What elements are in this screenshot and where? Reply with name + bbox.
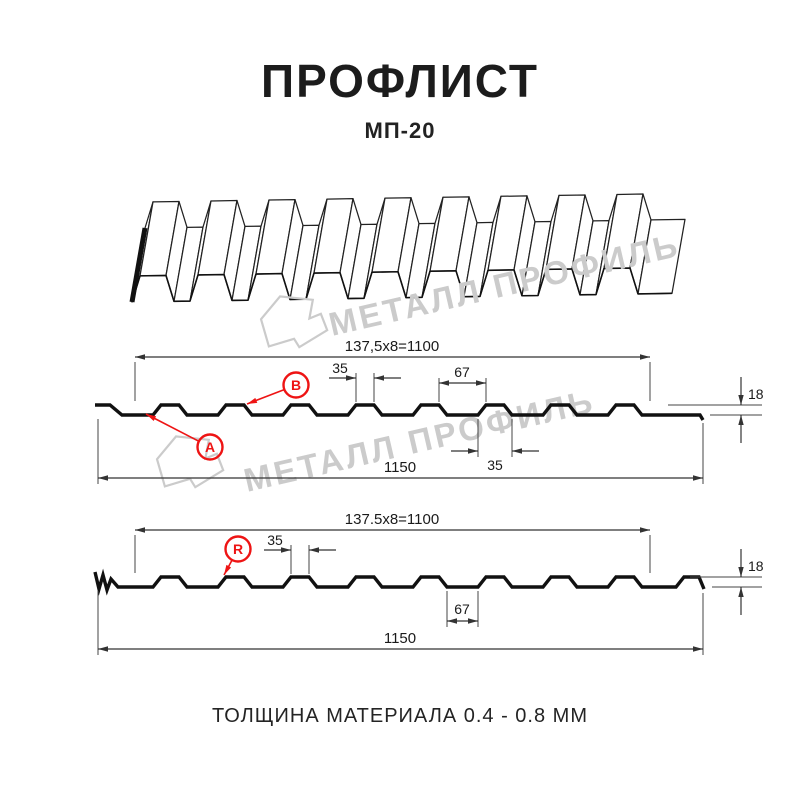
label-arrowhead (224, 564, 232, 575)
dim-arrowhead (640, 527, 650, 533)
dim-arrowhead (476, 380, 486, 386)
dim-rib-bottom-width: 35 (487, 457, 503, 473)
label-arrowhead (146, 414, 157, 421)
dim-rib-top-width: 35 (332, 360, 348, 376)
dim-arrowhead (512, 448, 522, 454)
dim-arrowhead (738, 415, 744, 425)
label-letter-b: B (291, 377, 301, 393)
label-letter-a: A (205, 439, 215, 455)
dim-arrowhead (468, 618, 478, 624)
label-arrowhead (247, 397, 258, 404)
dim-arrowhead (309, 547, 319, 553)
dim-arrowhead (98, 475, 108, 481)
dim-arrowhead (693, 646, 703, 652)
dim-arrowhead (135, 354, 145, 360)
dim-arrowhead (693, 475, 703, 481)
profile-outline-bottom (93, 568, 706, 596)
dim-rib-top-width-2: 35 (267, 532, 283, 548)
dim-groove-width: 67 (454, 364, 470, 380)
dim-arrowhead (374, 375, 384, 381)
dim-arrowhead (640, 354, 650, 360)
dim-arrowhead (439, 380, 449, 386)
dim-groove-width-2: 67 (454, 601, 470, 617)
dim-height-bottom: 18 (748, 558, 764, 574)
dim-working-width-top: 137,5x8=1100 (345, 338, 439, 355)
label-circle-b (282, 371, 310, 399)
dim-arrowhead (738, 587, 744, 597)
material-thickness-note: ТОЛЩИНА МАТЕРИАЛА 0.4 - 0.8 ММ (211, 705, 588, 727)
dim-arrowhead (98, 646, 108, 652)
label-letter-r: R (233, 541, 243, 557)
page-subtitle: МП-20 (364, 118, 436, 143)
dim-arrowhead (135, 527, 145, 533)
dim-arrowhead (468, 448, 478, 454)
dim-arrowhead (738, 567, 744, 577)
label-circle-a (196, 433, 224, 461)
watermark-text: МЕТАЛЛ ПРОФИЛЬ (240, 382, 598, 499)
brand-logo-watermark (259, 295, 329, 349)
dim-arrowhead (281, 547, 291, 553)
sheet-3d-cut-edge (129, 227, 148, 303)
dim-working-width-bottom: 137.5x8=1100 (345, 511, 439, 528)
dim-overall-width-top: 1150 (384, 459, 416, 476)
sheet-3d-front-edge (131, 267, 673, 303)
dim-arrowhead (738, 395, 744, 405)
dim-height-top: 18 (748, 386, 764, 402)
profile-outline-top (95, 403, 705, 421)
page-title: ПРОФЛИСТ (261, 55, 539, 107)
dim-arrowhead (447, 618, 457, 624)
label-circle-r (224, 535, 252, 563)
dim-overall-width-bottom: 1150 (384, 630, 416, 647)
dim-arrowhead (346, 375, 356, 381)
